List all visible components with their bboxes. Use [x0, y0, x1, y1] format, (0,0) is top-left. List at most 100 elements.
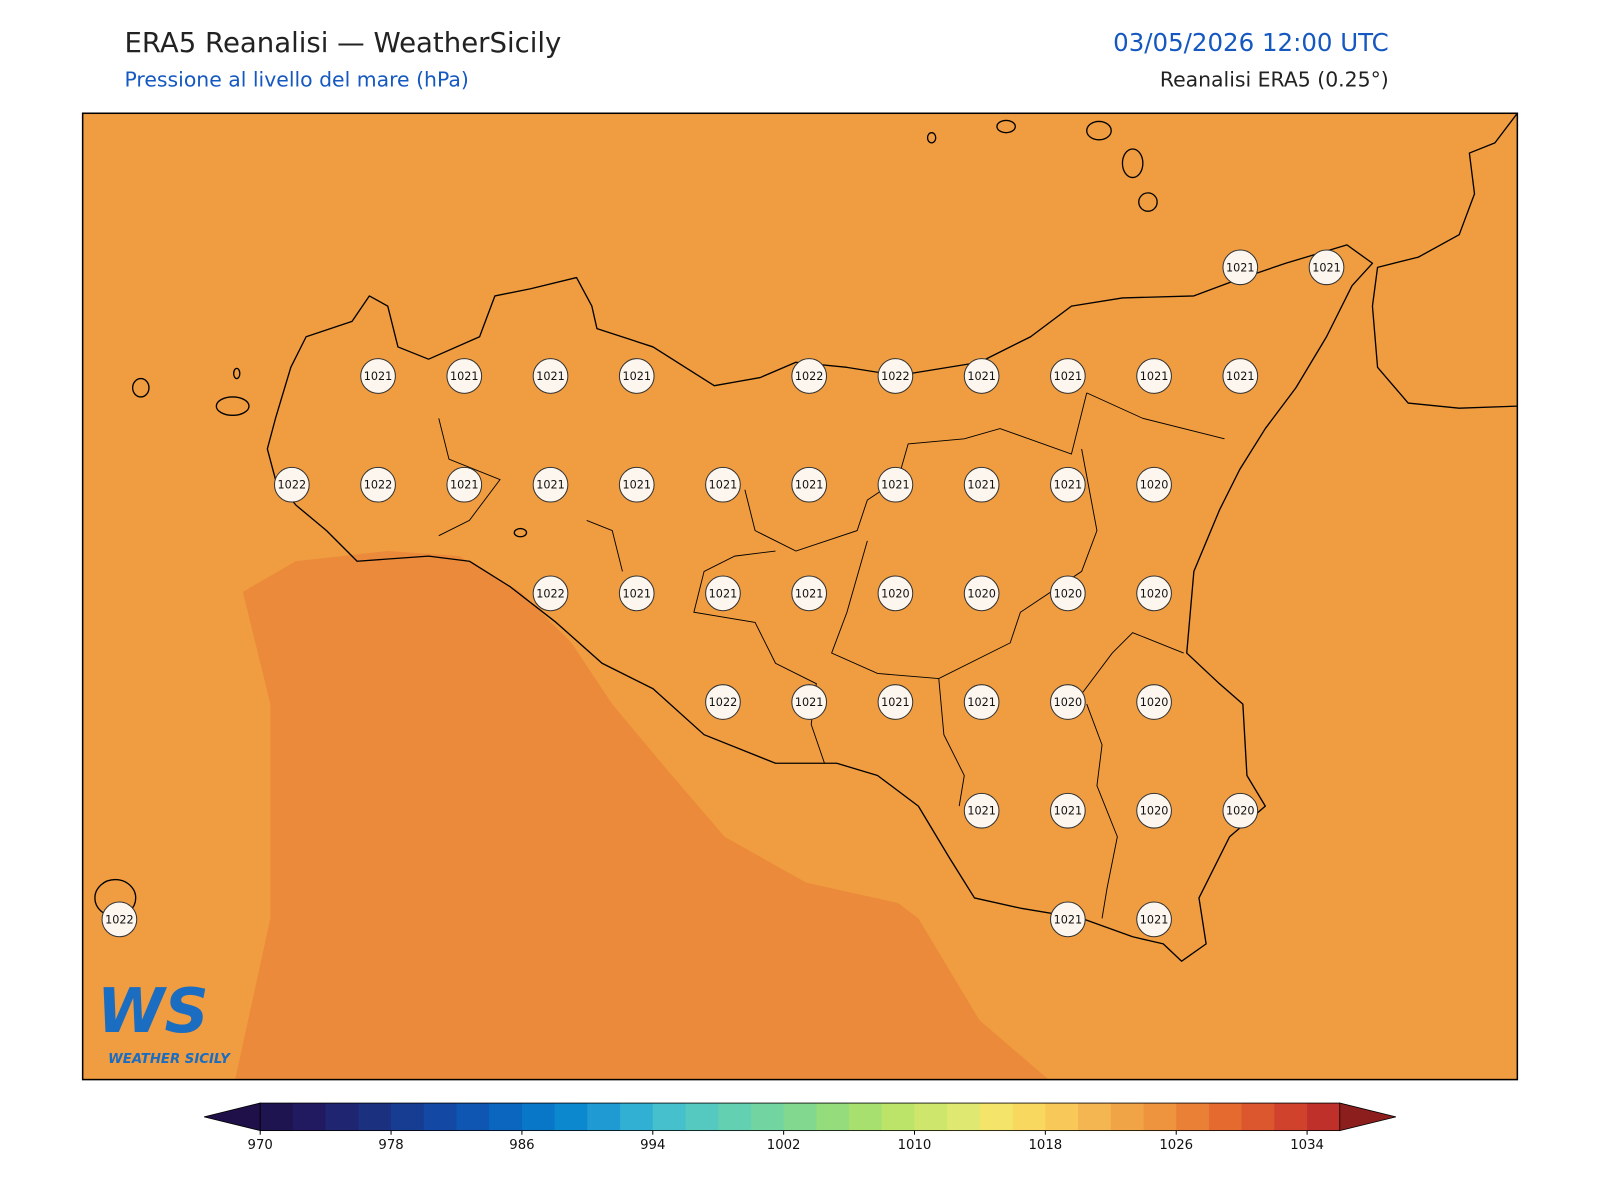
logo-name: WEATHER SICILY — [108, 1052, 231, 1067]
colorbar-bin — [718, 1103, 752, 1131]
station-marker — [791, 684, 828, 720]
subtitle: Pressione al livello del mare (hPa) — [124, 68, 468, 92]
station-value: 1021 — [622, 587, 651, 600]
station-value: 1021 — [1054, 479, 1083, 492]
colorbar-bin — [1045, 1103, 1079, 1131]
station-value: 1021 — [536, 479, 565, 492]
colorbar-tick-label: 1034 — [1290, 1138, 1324, 1153]
station-value: 1021 — [709, 587, 738, 600]
station-marker — [1136, 792, 1172, 829]
station-marker — [618, 358, 655, 394]
station-marker — [1222, 249, 1259, 286]
station-marker — [1136, 466, 1172, 503]
station-value: 1021 — [1054, 370, 1083, 383]
station-value: 1021 — [1054, 913, 1083, 926]
colorbar-bin — [947, 1103, 981, 1131]
station-marker — [1136, 901, 1172, 938]
colorbar-bin — [554, 1103, 588, 1131]
field-high — [235, 551, 1049, 1080]
colorbar-bin — [1208, 1103, 1243, 1131]
station-value: 1021 — [622, 479, 651, 492]
colorbar-bin — [979, 1103, 1014, 1131]
colorbar-bin — [358, 1103, 392, 1131]
colorbar-bin — [1110, 1103, 1145, 1131]
station-marker — [705, 466, 741, 503]
station-marker — [791, 466, 828, 503]
station-marker — [877, 358, 914, 394]
station-marker — [1136, 358, 1172, 394]
station-value: 1020 — [1140, 696, 1169, 709]
station-value: 1021 — [1226, 370, 1255, 383]
station-value: 1020 — [1054, 696, 1083, 709]
source: Reanalisi ERA5 (0.25°) — [1160, 68, 1389, 92]
station-marker — [618, 575, 655, 612]
colorbar-tick-label: 1010 — [898, 1138, 932, 1153]
station-value: 1021 — [967, 479, 996, 492]
colorbar-bin — [849, 1103, 883, 1131]
colorbar-bin — [1241, 1103, 1275, 1131]
station-marker — [877, 684, 914, 720]
station-marker — [618, 466, 655, 503]
colorbar-bin — [423, 1103, 458, 1131]
station-value: 1021 — [450, 370, 479, 383]
station-value: 1021 — [622, 370, 651, 383]
colorbar-tick-label: 986 — [509, 1138, 534, 1153]
station-marker — [1050, 684, 1086, 720]
station-value: 1021 — [536, 370, 565, 383]
colorbar-bin — [1307, 1103, 1341, 1131]
station-marker — [1308, 249, 1345, 286]
colorbar-outline — [259, 1102, 1341, 1132]
datetime: 03/05/2026 12:00 UTC — [1113, 28, 1389, 57]
station-value: 1021 — [967, 805, 996, 818]
station-value: 1021 — [1140, 370, 1169, 383]
station-value: 1020 — [1140, 805, 1169, 818]
station-value: 1022 — [105, 913, 134, 926]
station-marker — [963, 684, 1000, 720]
map: 1021 1021 1021 1021 1021 1021 1022 1022 1021 1021… — [82, 113, 1518, 1080]
station-marker — [360, 466, 396, 503]
station-marker — [446, 466, 483, 503]
station-marker — [963, 358, 1000, 394]
colorbar-bin — [456, 1103, 490, 1131]
logo: WS WEATHER SICILY — [97, 976, 231, 1067]
colorbar-tick-label: 970 — [248, 1138, 273, 1153]
station-marker — [1136, 575, 1172, 612]
station-value: 1021 — [881, 696, 910, 709]
colorbar-over — [1339, 1102, 1397, 1132]
colorbar-bin — [685, 1103, 719, 1131]
station-marker — [1222, 358, 1259, 394]
station-marker — [1050, 575, 1086, 612]
station-marker — [101, 901, 138, 938]
station-value: 1021 — [709, 479, 738, 492]
station-value: 1021 — [967, 370, 996, 383]
station-marker — [532, 358, 569, 394]
station-marker — [1050, 466, 1086, 503]
station-value: 1022 — [364, 479, 393, 492]
colorbar-under — [203, 1102, 261, 1132]
station-value: 1021 — [364, 370, 393, 383]
station-value: 1020 — [1226, 805, 1255, 818]
station-marker — [791, 358, 828, 394]
station-value: 1022 — [278, 479, 307, 492]
islands — [94, 119, 1158, 917]
station-marker — [532, 466, 569, 503]
station-value: 1021 — [795, 696, 824, 709]
station-value: 1022 — [709, 696, 738, 709]
colorbar-tick-label: 1018 — [1028, 1138, 1062, 1153]
station-value: 1021 — [1312, 261, 1341, 274]
title: ERA5 Reanalisi — WeatherSicily — [124, 27, 561, 59]
station-value: 1021 — [1054, 805, 1083, 818]
logo-mark: WS — [97, 976, 209, 1047]
colorbar-bin — [620, 1103, 654, 1131]
colorbar-bin — [292, 1103, 327, 1131]
station-marker — [532, 575, 569, 612]
station-value: 1020 — [1140, 587, 1169, 600]
colorbar-bin — [783, 1103, 817, 1131]
colorbar-bin — [1012, 1103, 1046, 1131]
colorbar-bin — [652, 1103, 687, 1131]
colorbar-bin — [391, 1103, 425, 1131]
colorbar: 970 978 986 994 1002 1010 1018 1026 1034 — [203, 1102, 1397, 1153]
station-marker — [1222, 792, 1259, 829]
station-value: 1021 — [1140, 913, 1169, 926]
station-value: 1020 — [1140, 479, 1169, 492]
